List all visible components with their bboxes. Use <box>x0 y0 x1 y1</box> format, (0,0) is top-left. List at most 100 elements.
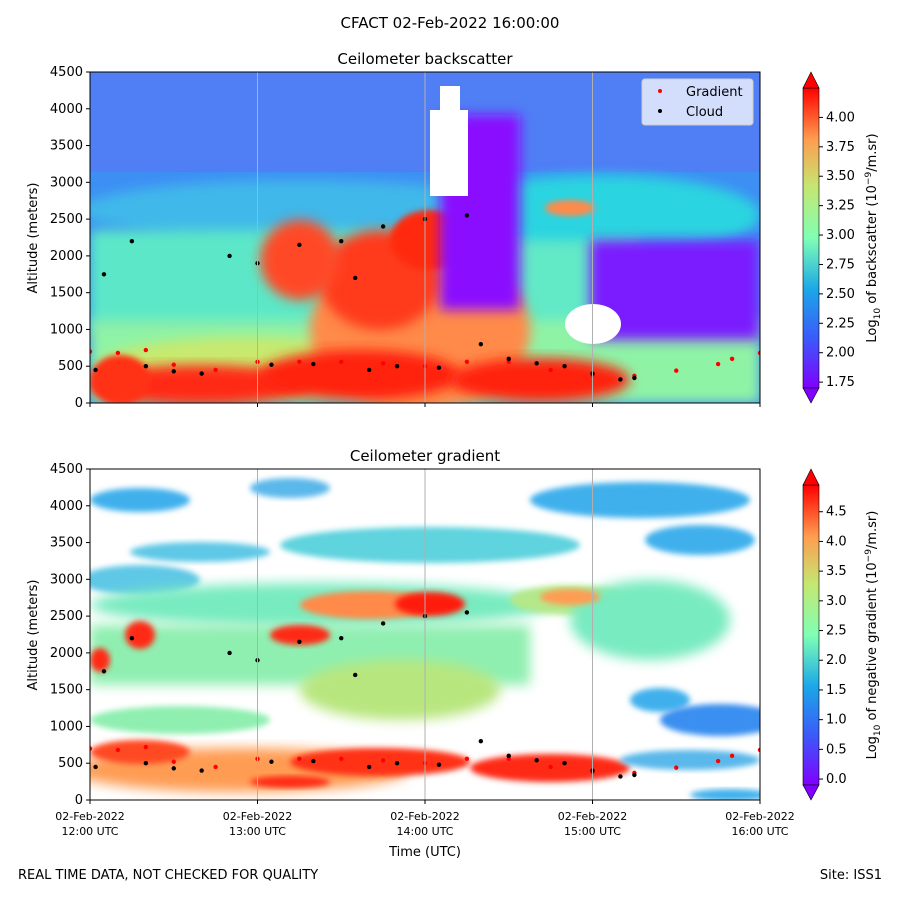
gradient-marker <box>339 359 344 365</box>
gradient-marker <box>715 361 721 367</box>
backscatter-x-ticks <box>89 403 761 407</box>
gradient-gridlines <box>257 469 593 800</box>
cloud-marker <box>93 367 98 373</box>
x-tick-date: 02-Feb-2022 <box>55 810 124 823</box>
cloud-marker <box>436 365 442 370</box>
x-tick-date: 02-Feb-2022 <box>725 810 794 823</box>
colorbar-tick-label: 2.5 <box>826 624 847 639</box>
gradient-marker <box>464 359 470 365</box>
cloud-marker <box>129 238 135 244</box>
y-tick-label: 2000 <box>50 249 83 264</box>
gradient-marker <box>115 747 121 753</box>
y-tick-label: 0 <box>75 396 83 411</box>
cloud-marker <box>269 759 274 764</box>
colorbar-tick-label: 4.5 <box>826 505 847 520</box>
gradient-y-ticks: 0 500 1000 1500 2000 2500 3000 3500 4000 4500 <box>50 462 90 808</box>
cloud-marker <box>464 610 470 615</box>
gradient-marker <box>213 367 218 373</box>
y-tick-label: 4000 <box>50 499 83 514</box>
cloud-marker <box>618 774 623 779</box>
gradient-marker <box>729 356 735 362</box>
colorbar-tick-label: 4.00 <box>826 110 855 125</box>
cloud-marker <box>436 762 442 767</box>
x-tick-time: 16:00 UTC <box>731 825 788 838</box>
gradient-marker <box>171 759 176 764</box>
gradient-marker <box>143 347 149 353</box>
gradient-colorbar-label: Log10 of negative gradient (10−9/m.sr) <box>864 511 883 760</box>
colorbar-tick-label: 3.5 <box>826 564 847 579</box>
y-tick-label: 1000 <box>50 322 83 337</box>
y-tick-label: 1500 <box>50 286 83 301</box>
cloud-marker <box>339 635 344 641</box>
gradient-panel: Ceilometer gradient Altitude (meters) Ti… <box>26 447 883 860</box>
gradient-marker <box>213 764 218 770</box>
cloud-marker <box>227 650 232 656</box>
gradient-marker <box>297 359 302 365</box>
cloud-marker <box>478 738 484 744</box>
cloud-marker <box>506 356 511 362</box>
gradient-marker <box>115 350 121 356</box>
gradient-colorbar: 4.5 4.0 3.5 3.0 2.5 2.0 1.5 1.0 0.5 0.0 Log10 of … <box>802 468 883 801</box>
gradient-colorbar-gradient <box>802 484 820 786</box>
colorbar-tick-label: 2.75 <box>826 257 855 272</box>
colorbar-tick-label: 2.50 <box>826 287 855 302</box>
gradient-marker <box>90 746 93 751</box>
y-tick-label: 500 <box>58 359 83 374</box>
legend-cloud-label: Cloud <box>686 105 723 120</box>
y-tick-label: 2500 <box>50 609 83 624</box>
gradient-colorbar-min-arrow <box>802 784 820 801</box>
gradient-colorbar-max-arrow <box>802 468 820 486</box>
cloud-marker <box>311 758 316 764</box>
colorbar-tick-label: 3.50 <box>826 169 855 184</box>
backscatter-ylabel: Altitude (meters) <box>26 183 41 294</box>
figure-title: CFACT 02-Feb-2022 16:00:00 <box>340 14 560 32</box>
cloud-marker <box>93 764 98 770</box>
cloud-marker <box>366 764 372 770</box>
cloud-marker <box>143 364 149 369</box>
cloud-marker <box>101 669 107 674</box>
backscatter-colorbar-label: Log10 of backscatter (10−9/m.sr) <box>864 133 883 342</box>
cloud-marker <box>171 369 176 374</box>
y-tick-label: 1000 <box>50 719 83 734</box>
cloud-marker <box>311 361 316 367</box>
cloud-marker <box>632 375 637 381</box>
cloud-marker <box>101 272 107 277</box>
cloud-marker <box>171 766 176 771</box>
backscatter-markers <box>90 213 760 382</box>
backscatter-title: Ceilometer backscatter <box>337 50 513 68</box>
backscatter-gridlines <box>257 72 593 403</box>
gradient-marker <box>380 758 386 763</box>
y-tick-label: 3500 <box>50 536 83 551</box>
y-tick-label: 4500 <box>50 65 83 80</box>
colorbar-tick-label: 3.00 <box>826 228 855 243</box>
cloud-marker <box>297 639 302 645</box>
gradient-marker <box>171 362 176 367</box>
cloud-marker <box>562 364 567 369</box>
colorbar-tick-label: 0.5 <box>826 742 847 757</box>
x-tick-time: 14:00 UTC <box>396 825 453 838</box>
gradient-x-ticks: 02-Feb-2022 12:00 UTC 02-Feb-2022 13:00 UTC… <box>55 800 795 838</box>
cloud-marker <box>227 253 232 259</box>
gradient-markers <box>90 610 760 779</box>
cloud-marker <box>353 672 358 678</box>
backscatter-y-ticks: 0 500 1000 1500 2000 2500 3000 3500 4000 4500 <box>50 65 90 411</box>
y-tick-label: 3500 <box>50 139 83 154</box>
colorbar-tick-label: 0.0 <box>826 772 847 787</box>
backscatter-colorbar-min-arrow <box>802 387 820 404</box>
cloud-marker <box>562 761 567 766</box>
colorbar-tick-label: 1.75 <box>826 375 855 390</box>
cloud-marker <box>534 361 539 366</box>
legend-cloud-marker <box>658 109 662 113</box>
cloud-marker <box>506 753 511 759</box>
cloud-marker <box>199 768 204 773</box>
legend: Gradient Cloud <box>641 78 754 126</box>
cloud-marker <box>366 367 372 373</box>
gradient-marker <box>90 349 93 354</box>
colorbar-tick-label: 1.0 <box>826 713 847 728</box>
gradient-marker <box>757 350 760 356</box>
gradient-marker <box>380 361 386 366</box>
gradient-xlabel: Time (UTC) <box>388 845 461 860</box>
cloud-marker <box>297 242 302 248</box>
backscatter-panel: Ceilometer backscatter Altitude (meters)… <box>26 50 883 411</box>
